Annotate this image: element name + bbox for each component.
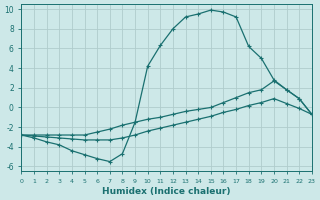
X-axis label: Humidex (Indice chaleur): Humidex (Indice chaleur) (102, 187, 231, 196)
